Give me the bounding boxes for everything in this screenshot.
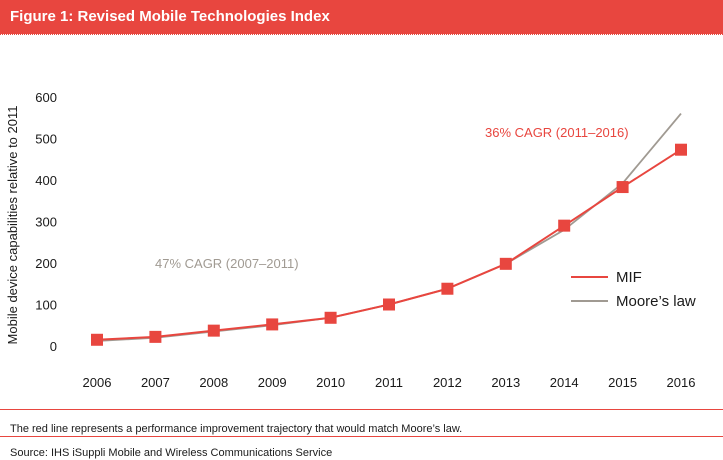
mif-point-marker — [324, 311, 337, 324]
x-tick-label: 2012 — [433, 375, 462, 390]
mif-point-marker — [499, 257, 512, 270]
annotation-cagr-2011-2016: 36% CAGR (2011–2016) — [485, 125, 629, 140]
x-axis-ticks: 2006 2007 2008 2009 2010 2011 2012 2013 2014 2015… — [83, 375, 696, 390]
title-bar: Figure 1: Revised Mobile Technologies In… — [0, 0, 723, 34]
mif-point-marker — [616, 181, 629, 194]
series-line-mif — [96, 148, 682, 341]
legend-label-mif: MIF — [616, 269, 642, 286]
source-divider — [0, 436, 723, 437]
legend: MIF Moore’s law — [571, 269, 696, 310]
y-tick-label: 100 — [35, 298, 57, 313]
x-tick-label: 2015 — [608, 375, 637, 390]
mif-point-marker — [207, 324, 220, 337]
x-tick-label: 2014 — [550, 375, 579, 390]
mif-point-marker — [383, 298, 395, 311]
x-tick-label: 2013 — [491, 375, 520, 390]
y-tick-label: 0 — [50, 339, 57, 354]
mif-point-marker — [675, 143, 687, 156]
x-tick-label: 2007 — [141, 375, 170, 390]
footnote: The red line represents a performance im… — [10, 423, 463, 435]
figure-title: Figure 1: Revised Mobile Technologies In… — [10, 8, 330, 25]
title-divider — [0, 34, 723, 35]
chart: 0 100 200 300 400 500 600 2006 2007 2008 2009 2010… — [5, 90, 696, 390]
x-tick-label: 2008 — [199, 375, 228, 390]
legend-label-moores-law: Moore’s law — [616, 293, 696, 310]
y-tick-label: 500 — [35, 132, 57, 147]
x-tick-label: 2006 — [83, 375, 112, 390]
footnote-divider — [0, 409, 723, 410]
x-tick-label: 2016 — [667, 375, 696, 390]
mif-point-marker — [558, 219, 571, 232]
source-note: Source: IHS iSuppli Mobile and Wireless … — [10, 447, 333, 459]
mif-point-marker — [149, 330, 162, 343]
mif-point-marker — [266, 318, 279, 331]
annotation-cagr-2007-2011: 47% CAGR (2007–2011) — [155, 256, 299, 271]
y-axis-ticks: 0 100 200 300 400 500 600 — [35, 90, 57, 354]
mif-point-marker — [441, 282, 454, 295]
mif-point-marker — [91, 333, 103, 346]
y-axis-label: Mobile device capabilities relative to 2… — [5, 106, 20, 345]
y-tick-label: 600 — [35, 90, 57, 105]
x-tick-label: 2009 — [258, 375, 287, 390]
x-tick-label: 2011 — [375, 375, 403, 390]
y-tick-label: 300 — [35, 215, 57, 230]
y-tick-label: 400 — [35, 173, 57, 188]
x-tick-label: 2010 — [316, 375, 345, 390]
y-tick-label: 200 — [35, 256, 57, 271]
mif-markers — [91, 143, 687, 346]
